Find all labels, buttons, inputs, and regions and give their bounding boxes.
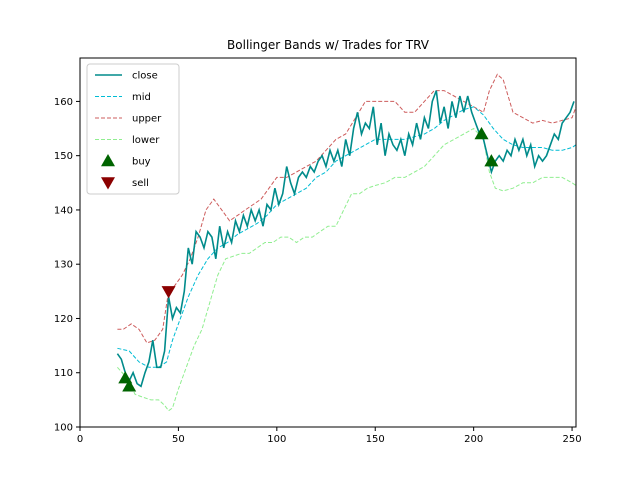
sell-marker bbox=[161, 286, 176, 299]
series-close-line bbox=[116, 90, 575, 388]
y-tick-label: 100 bbox=[54, 423, 73, 434]
legend-mid-label: mid bbox=[132, 92, 151, 103]
legend-lower-label: lower bbox=[132, 135, 160, 146]
legend-close-label: close bbox=[132, 71, 158, 82]
series-mid-line bbox=[117, 106, 577, 368]
trade-markers bbox=[118, 126, 499, 392]
x-tick-label: 200 bbox=[464, 434, 483, 445]
series-lower-line bbox=[117, 127, 577, 412]
x-tick-label: 0 bbox=[77, 434, 83, 445]
legend-sell-label: sell bbox=[132, 178, 149, 189]
y-tick-label: 130 bbox=[54, 260, 73, 271]
legend-buy-label: buy bbox=[132, 157, 151, 168]
buy-marker bbox=[122, 379, 137, 392]
x-axis: 0 50 100 150 200 250 bbox=[77, 427, 582, 445]
x-tick-label: 50 bbox=[172, 434, 185, 445]
y-tick-label: 120 bbox=[54, 314, 73, 325]
legend-box bbox=[86, 63, 180, 195]
y-tick-label: 140 bbox=[54, 205, 73, 216]
y-tick-label: 110 bbox=[54, 368, 73, 379]
x-tick-label: 100 bbox=[267, 434, 286, 445]
legend: close mid upper lower buy sell bbox=[86, 63, 180, 195]
plot-frame bbox=[79, 57, 577, 428]
plot-lines bbox=[116, 73, 577, 412]
legend-buy-swatch bbox=[101, 154, 115, 167]
buy-marker bbox=[484, 154, 499, 167]
x-tick-label: 250 bbox=[563, 434, 582, 445]
buy-marker bbox=[474, 126, 489, 140]
series-upper-line bbox=[117, 73, 577, 344]
y-axis: 100 110 120 130 140 150 160 bbox=[54, 97, 80, 434]
x-tick-label: 150 bbox=[366, 434, 385, 445]
chart-title: Bollinger Bands w/ Trades for TRV bbox=[227, 38, 430, 52]
legend-sell-swatch bbox=[101, 177, 115, 190]
y-tick-label: 150 bbox=[54, 151, 73, 162]
legend-upper-label: upper bbox=[132, 114, 162, 125]
y-tick-label: 160 bbox=[54, 97, 73, 108]
